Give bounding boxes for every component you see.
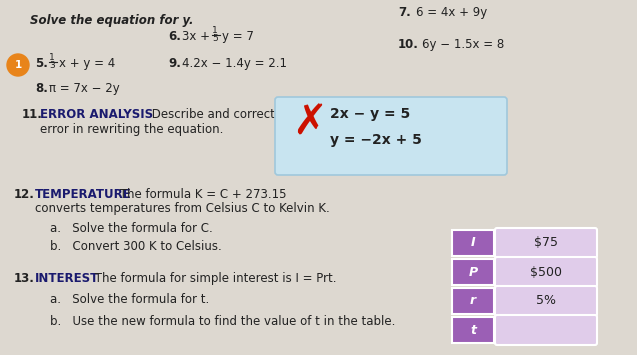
FancyBboxPatch shape — [495, 286, 597, 316]
Text: I: I — [471, 236, 475, 250]
Text: 12.: 12. — [14, 188, 35, 201]
Text: 2x − y = 5: 2x − y = 5 — [330, 107, 410, 121]
Text: converts temperatures from Celsius C to Kelvin K.: converts temperatures from Celsius C to … — [35, 202, 330, 215]
Text: 13.: 13. — [14, 272, 35, 285]
Text: 1: 1 — [212, 26, 218, 35]
FancyBboxPatch shape — [495, 315, 597, 345]
Text: 5.: 5. — [35, 57, 48, 70]
Text: 10.: 10. — [398, 38, 419, 51]
Text: π = 7x − 2y: π = 7x − 2y — [49, 82, 120, 95]
Text: a.   Solve the formula for C.: a. Solve the formula for C. — [50, 222, 213, 235]
Text: 8.: 8. — [35, 82, 48, 95]
Text: 4.2x − 1.4y = 2.1: 4.2x − 1.4y = 2.1 — [182, 57, 287, 70]
Text: b.   Convert 300 K to Celsius.: b. Convert 300 K to Celsius. — [50, 240, 222, 253]
FancyBboxPatch shape — [275, 97, 507, 175]
Text: b.   Use the new formula to find the value of t in the table.: b. Use the new formula to find the value… — [50, 315, 396, 328]
FancyBboxPatch shape — [495, 257, 597, 287]
FancyBboxPatch shape — [452, 317, 494, 343]
Text: ERROR ANALYSIS: ERROR ANALYSIS — [40, 108, 153, 121]
FancyBboxPatch shape — [452, 230, 494, 256]
Text: $75: $75 — [534, 236, 558, 250]
Text: 3x +: 3x + — [182, 30, 214, 43]
Text: y = −2x + 5: y = −2x + 5 — [330, 133, 422, 147]
Text: 11.: 11. — [22, 108, 43, 121]
Text: 7.: 7. — [398, 6, 411, 19]
Text: 9.: 9. — [168, 57, 181, 70]
Text: 1: 1 — [15, 60, 22, 70]
Text: 6 = 4x + 9y: 6 = 4x + 9y — [416, 6, 487, 19]
Circle shape — [7, 54, 29, 76]
Text: error in rewriting the equation.: error in rewriting the equation. — [40, 123, 224, 136]
Text: $500: $500 — [530, 266, 562, 279]
Text: 6.: 6. — [168, 30, 181, 43]
Text: 5%: 5% — [536, 295, 556, 307]
Text: a.   Solve the formula for t.: a. Solve the formula for t. — [50, 293, 209, 306]
Text: ✗: ✗ — [292, 102, 327, 144]
Text: The formula K = C + 273.15: The formula K = C + 273.15 — [116, 188, 287, 201]
Text: r: r — [470, 295, 476, 307]
Text: The formula for simple interest is I = Prt.: The formula for simple interest is I = P… — [91, 272, 336, 285]
Text: 1: 1 — [49, 53, 55, 62]
Text: x + y = 4: x + y = 4 — [59, 57, 115, 70]
Text: 6y − 1.5x = 8: 6y − 1.5x = 8 — [422, 38, 505, 51]
Text: 3: 3 — [49, 61, 55, 70]
FancyBboxPatch shape — [452, 288, 494, 314]
FancyBboxPatch shape — [495, 228, 597, 258]
Text: INTEREST: INTEREST — [35, 272, 99, 285]
Text: Solve the equation for y.: Solve the equation for y. — [30, 14, 194, 27]
FancyBboxPatch shape — [452, 259, 494, 285]
Text: TEMPERATURE: TEMPERATURE — [35, 188, 132, 201]
Text: 5: 5 — [212, 34, 218, 43]
Text: Describe and correct the: Describe and correct the — [148, 108, 298, 121]
Text: t: t — [470, 323, 476, 337]
Text: P: P — [468, 266, 478, 279]
Text: y = 7: y = 7 — [222, 30, 254, 43]
